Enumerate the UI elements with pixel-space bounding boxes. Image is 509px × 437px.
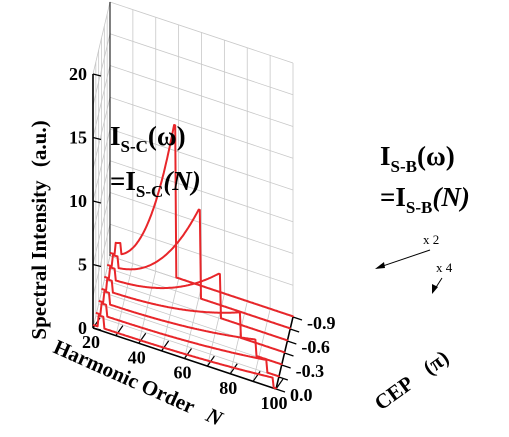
grid-line [95, 315, 279, 378]
scale-annotation-x2: x 2 [375, 232, 439, 269]
tick-labels: 0 5 10 15 20 20 40 60 80 100 0.0 -0.3 -0.6 -0.9 [69, 64, 336, 413]
z-tick-label: 10 [69, 191, 87, 211]
x-tick-label: 60 [174, 363, 192, 383]
y-tick-mark [284, 352, 294, 357]
x-tick-mark [184, 348, 192, 359]
annotation-sb2-main: =I [380, 182, 406, 212]
z-tick-label: 20 [69, 64, 87, 84]
annotation-sc2-main: =I [110, 166, 136, 196]
x-tick-mark [252, 371, 261, 382]
x-tick-mark [161, 340, 170, 352]
annotation-sc-main: I [110, 121, 121, 151]
z-tick-mark [92, 263, 102, 268]
series-curve [106, 208, 292, 330]
annotation-sb: IS-B(ω) =IS-B(N) [380, 141, 470, 217]
scale-annotation-x4: x 4 [432, 260, 453, 294]
y-tick-label: 0.0 [290, 385, 313, 405]
axes-layer [92, 2, 303, 393]
svg-text:=IS-B(N): =IS-B(N) [380, 182, 470, 217]
x-axis-symbol: N [202, 402, 227, 431]
y-tick-mark [287, 340, 297, 345]
annotation-sc2-sub: S-C [136, 182, 163, 201]
z-tick-mark [92, 327, 102, 331]
z-tick-mark [92, 200, 102, 204]
series-curve [95, 302, 280, 378]
annotation-sb2-tail: (N) [432, 182, 469, 212]
grid-line [92, 255, 294, 329]
svg-text:IS-B(ω): IS-B(ω) [380, 141, 455, 176]
z-axis-label: Spectral Intensity (a.u.) [27, 120, 51, 339]
z-tick-label: 0 [78, 318, 87, 338]
x-tick-label: 80 [219, 378, 237, 398]
z-tick-label: 5 [78, 255, 87, 275]
y-axis-title: CEP [370, 371, 418, 415]
x-tick-label: 20 [82, 332, 100, 352]
y-axis-unit: (π) [418, 345, 453, 379]
annotation-sb2-sub: S-B [406, 198, 432, 217]
x-tick-mark [115, 325, 124, 336]
annotation-sc: IS-C(ω) =IS-C(N) [110, 121, 201, 201]
scale-x4-arrowhead [432, 284, 438, 294]
z-axis-title: Spectral Intensity [27, 180, 51, 340]
svg-text:Spectral Intensity (a.u.: Spectral Intensity (a.u.) [27, 120, 51, 339]
svg-text:CEP (π): CEP (π) [370, 345, 453, 415]
annotation-sb-main: I [380, 141, 391, 171]
series-curve [109, 124, 294, 318]
y-tick-mark [289, 328, 300, 333]
x-tick-label: 100 [261, 393, 288, 413]
series-curve [103, 266, 289, 342]
y-tick-mark [292, 316, 303, 321]
series-curves [92, 124, 294, 390]
z-tick-mark [92, 136, 102, 141]
x-tick-mark [138, 332, 147, 344]
svg-text:=IS-C(N): =IS-C(N) [110, 166, 201, 201]
y-tick-mark [281, 364, 291, 369]
y-tick-label: -0.3 [296, 361, 325, 381]
scale-x4-label: x 4 [436, 260, 453, 275]
series-curve [92, 314, 277, 390]
y-axis-label: CEP (π) [370, 345, 453, 415]
x-tick-label: 40 [128, 347, 146, 367]
y-tick-label: -0.9 [307, 313, 336, 333]
scale-x2-arrow [376, 249, 431, 269]
annotation-sc2-tail: (N) [163, 166, 200, 196]
x-tick-mark [275, 378, 284, 390]
grid-line [98, 303, 282, 366]
annotation-sc-sub: S-C [121, 137, 148, 156]
annotation-sc-tail: (ω) [148, 121, 186, 151]
y-tick-label: -0.6 [301, 337, 330, 357]
z-tick-label: 15 [69, 128, 87, 148]
series-curve [98, 290, 283, 366]
scale-x2-label: x 2 [423, 232, 439, 247]
annotation-sb-sub: S-B [391, 157, 417, 176]
svg-text:IS-C(ω): IS-C(ω) [110, 121, 186, 156]
scale-x2-arrowhead [375, 262, 385, 269]
z-tick-mark [92, 73, 102, 77]
y-tick-mark [275, 388, 286, 393]
y-tick-mark [278, 376, 289, 381]
annotation-sb-tail: (ω) [417, 141, 455, 171]
z-axis-unit: (a.u.) [27, 120, 51, 167]
